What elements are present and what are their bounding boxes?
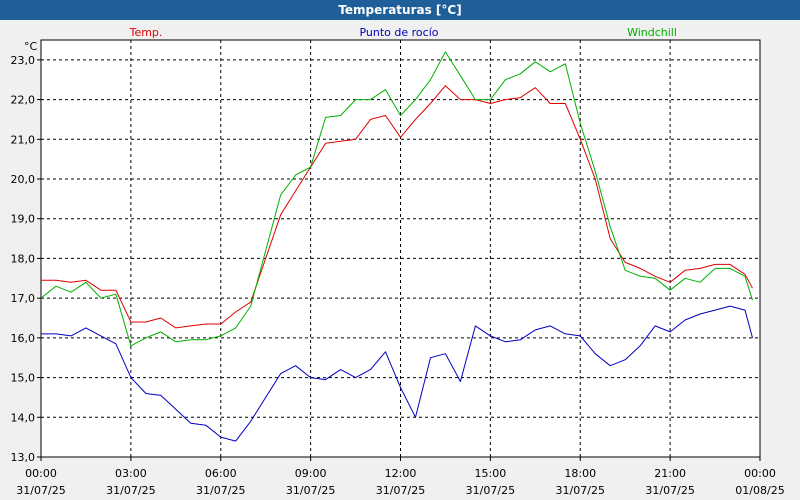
x-tick-time-label: 06:00 <box>205 467 237 480</box>
legend-label-dew-point: Punto de rocío <box>359 26 438 39</box>
x-tick-date-label: 31/07/25 <box>286 484 335 497</box>
y-tick-label: 18,0 <box>11 252 36 265</box>
x-tick-date-label: 31/07/25 <box>645 484 694 497</box>
y-tick-label: 21,0 <box>11 133 36 146</box>
temperature-chart: 13,0 14,0 15,0 16,0 17,0 18,0 19,0 20,0 21,0 22,0… <box>11 26 785 497</box>
x-tick-date-label: 31/07/25 <box>376 484 425 497</box>
x-tick-time-label: 15:00 <box>475 467 507 480</box>
x-tick-date-label: 31/07/25 <box>466 484 515 497</box>
y-tick-label: 13,0 <box>11 451 36 464</box>
y-tick-label: 15,0 <box>11 372 36 385</box>
y-tick-label: 23,0 <box>11 54 36 67</box>
series-line-temp <box>41 85 753 329</box>
x-tick-date-label: 31/07/25 <box>106 484 155 497</box>
x-tick-date-label: 01/08/25 <box>735 484 784 497</box>
y-axis-unit: °C <box>24 40 38 53</box>
series-line-windchill <box>40 51 753 347</box>
x-tick-time-label: 00:00 <box>25 467 57 480</box>
x-tick-time-label: 21:00 <box>654 467 686 480</box>
y-tick-label: 16,0 <box>11 332 36 345</box>
chart-title: Temperaturas [°C] <box>338 3 462 17</box>
y-tick-label: 20,0 <box>11 173 36 186</box>
x-axis-ticks: 00:00 31/07/25 03:00 31/07/25 06:00 31/07/25 0… <box>16 457 785 497</box>
y-axis-ticks: 13,0 14,0 15,0 16,0 17,0 18,0 19,0 20,0 21,0 22,0… <box>11 54 41 464</box>
legend-label-windchill: Windchill <box>627 26 677 39</box>
x-tick-date-label: 31/07/25 <box>196 484 245 497</box>
y-tick-label: 19,0 <box>11 213 36 226</box>
x-tick-time-label: 12:00 <box>385 467 417 480</box>
chart-title-bar: Temperaturas [°C] <box>0 0 800 20</box>
x-tick-date-label: 31/07/25 <box>556 484 605 497</box>
y-tick-label: 14,0 <box>11 411 36 424</box>
legend-label-temp: Temp. <box>129 26 163 39</box>
y-tick-label: 22,0 <box>11 94 36 107</box>
series-lines <box>40 51 753 442</box>
x-tick-time-label: 03:00 <box>115 467 147 480</box>
x-tick-time-label: 18:00 <box>564 467 596 480</box>
x-tick-date-label: 31/07/25 <box>16 484 65 497</box>
series-line-punto-de-rocio <box>41 305 753 442</box>
y-tick-label: 17,0 <box>11 292 36 305</box>
x-tick-time-label: 09:00 <box>295 467 327 480</box>
x-tick-time-label: 00:00 <box>744 467 776 480</box>
